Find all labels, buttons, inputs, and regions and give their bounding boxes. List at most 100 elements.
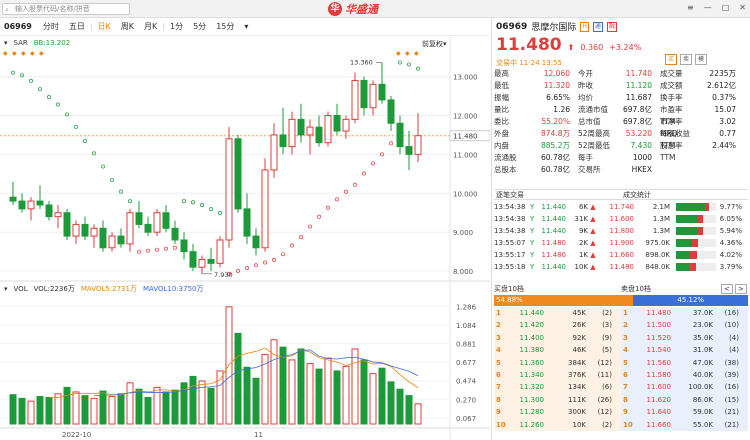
bid-rank: 8 — [496, 395, 501, 404]
bid-count: (9) — [602, 333, 612, 342]
close-icon[interactable]: ✕ — [739, 3, 746, 12]
bid-level[interactable]: 7 11.320 134K (6) — [494, 381, 621, 394]
stat-label: 每股收益TTM — [660, 129, 690, 150]
trade-row: 13:55:07 Y 11.480 2K ▲ 11.900 975.0K 4.36% — [494, 237, 748, 249]
tab-daily-k[interactable]: 日K — [97, 22, 111, 31]
candle-body — [198, 258, 206, 268]
candle-body — [261, 169, 269, 249]
simulate-button[interactable]: 模 — [695, 54, 708, 65]
quote-name: 思摩尔国际 — [531, 23, 577, 33]
sar-point — [38, 87, 42, 92]
candle-body — [351, 79, 359, 120]
last-price-tick: 11.480 — [453, 133, 478, 141]
stat-volume: 975.0K — [645, 239, 670, 247]
volume-bar — [81, 395, 89, 425]
volume-bar — [90, 397, 98, 425]
trade-side-icon: ▲ — [590, 251, 596, 259]
tab-timeshare[interactable]: 分时 — [42, 22, 59, 31]
volume-bar — [126, 382, 134, 425]
ask-level[interactable]: 6 11.580 40.0K (39) — [621, 368, 748, 382]
stat-label: 成交额 — [660, 81, 683, 90]
menu-icon[interactable]: ≡ — [687, 3, 694, 12]
bid-level[interactable]: 10 11.260 10K (2) — [494, 418, 621, 431]
candle-body — [81, 223, 89, 237]
bid-level[interactable]: 2 11.420 26K (3) — [494, 319, 621, 332]
volume-bar — [324, 357, 332, 425]
tab-5min[interactable]: 5分 — [193, 22, 207, 31]
kline-chart[interactable]: 13.000 12.000 11.000 10.000 9.000 8.000 11.480… — [0, 37, 490, 440]
candle-body — [252, 235, 260, 249]
ask-level[interactable]: 10 11.660 55.0K (21) — [621, 418, 748, 431]
sar-point — [137, 249, 141, 254]
sell-button[interactable]: 卖 — [680, 54, 693, 65]
sar-point — [335, 197, 339, 202]
stat-label: 成交量 — [660, 69, 683, 78]
bid-level[interactable]: 8 11.300 111K (26) — [494, 393, 621, 407]
sar-collapse-icon[interactable]: ▾ — [4, 39, 8, 47]
ask-level[interactable]: 7 11.600 100.0K (16) — [621, 381, 748, 394]
bid-level[interactable]: 5 11.360 384K (12) — [494, 356, 621, 369]
vol-ma5: MAVOL5:2731万 — [80, 285, 137, 293]
bid-level[interactable]: 1 11.440 45K (2) — [494, 307, 621, 320]
tab-weekly-k[interactable]: 周K — [120, 22, 135, 31]
tab-trades[interactable]: 逐笔交易 — [496, 191, 524, 199]
stat-row: 最低 11.320 昨收 11.120 成交额 2.612亿 — [494, 80, 748, 92]
bid-level[interactable]: 6 11.340 376K (11) — [494, 368, 621, 382]
minimize-icon[interactable]: — — [703, 3, 712, 12]
ask-rank: 5 — [623, 358, 628, 367]
trade-direction: Y — [530, 251, 535, 259]
candle-body — [306, 126, 314, 136]
ask-level[interactable]: 3 11.520 35.0K (4) — [621, 331, 748, 345]
stat-price: 11.600 — [609, 215, 635, 223]
logo-icon: 华 — [328, 2, 342, 16]
prev-page-button[interactable]: < — [721, 283, 733, 294]
volume-bar — [333, 370, 341, 425]
trade-side-icon: ▲ — [590, 215, 596, 223]
ask-level[interactable]: 9 11.640 59.0K (21) — [621, 406, 748, 419]
quote-code: 06969 — [496, 21, 528, 32]
brand-logo: 华 华盛通 — [328, 1, 378, 17]
event-marker: ◆ — [405, 50, 410, 57]
dropdown-icon[interactable]: ▾ — [244, 22, 249, 31]
volume-bar — [252, 377, 260, 425]
buy-button[interactable]: 买 — [665, 54, 678, 65]
trade-time: 13:54:38 — [494, 215, 526, 223]
tab-1min[interactable]: 1分 — [170, 22, 184, 31]
ask-level[interactable]: 5 11.560 47.0K (38) — [621, 356, 748, 369]
candle-body — [117, 235, 125, 245]
sar-point — [20, 73, 24, 78]
bid-level[interactable]: 9 11.280 300K (12) — [494, 406, 621, 419]
next-page-button[interactable]: > — [734, 283, 747, 294]
stat-value — [694, 152, 736, 164]
orderbook-row: 4 11.380 46K (5) 4 11.540 31.0K (4) — [494, 344, 748, 357]
ask-level[interactable]: 8 11.620 86.0K (15) — [621, 393, 748, 407]
stat-value: HKEX — [631, 165, 652, 174]
vol-collapse-icon[interactable]: ▾ — [4, 285, 8, 293]
trade-direction: Y — [530, 215, 535, 223]
candle-body — [207, 258, 215, 264]
maximize-icon[interactable]: □ — [721, 3, 730, 12]
bid-level[interactable]: 3 11.400 92K (9) — [494, 331, 621, 345]
price-tick: 8.000 — [453, 268, 473, 276]
candle-body — [45, 204, 53, 218]
sar-point — [227, 271, 231, 276]
adjust-dropdown[interactable]: 前复权▾ — [422, 39, 447, 49]
tab-15min[interactable]: 15分 — [216, 22, 235, 31]
volume-bar — [342, 365, 350, 425]
candle-body — [225, 138, 233, 241]
volume-ma-lines — [48, 347, 419, 399]
orderbook-header: 买盘10档 卖盘10档 < > — [494, 283, 748, 294]
stat-volume: 1.3M — [652, 227, 670, 235]
tab-five-day[interactable]: 五日 — [68, 22, 85, 31]
sar-point — [245, 266, 249, 270]
ask-level[interactable]: 4 11.540 31.0K (4) — [621, 344, 748, 357]
tab-monthly-k[interactable]: 月K — [144, 22, 158, 31]
bid-title: 买盘10档 — [494, 284, 524, 293]
action-buttons: 买 卖 模 — [665, 54, 708, 65]
bid-level[interactable]: 4 11.380 46K (5) — [494, 344, 621, 357]
search-input[interactable]: ⌕ 输入股票代码/名称/拼音 — [2, 3, 130, 15]
tab-trade-stats[interactable]: 成交统计 — [623, 191, 651, 199]
volume-bar — [351, 348, 359, 425]
ask-level[interactable]: 2 11.500 23.0K (10) — [621, 319, 748, 332]
ask-level[interactable]: 1 11.480 37.0K (16) — [621, 307, 748, 320]
